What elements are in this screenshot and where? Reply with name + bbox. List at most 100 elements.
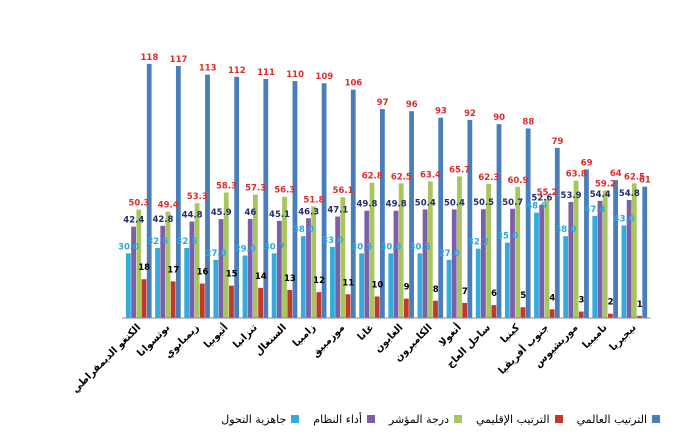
bar <box>422 209 428 318</box>
data-label: 5 <box>520 291 526 301</box>
data-label: 60.9 <box>507 176 528 186</box>
bar <box>403 298 409 318</box>
legend-item: أداء النظام <box>313 413 375 426</box>
bar <box>306 218 311 318</box>
bar <box>155 248 160 318</box>
bar <box>359 253 364 318</box>
bars-layer <box>126 63 648 319</box>
bar <box>563 236 569 318</box>
legend-item: الترتيب الإقليمي <box>476 413 563 426</box>
bar <box>335 216 341 318</box>
data-label: 50.4 <box>415 198 436 208</box>
data-label: 9 <box>404 283 410 293</box>
category-label: زامبيا <box>291 322 318 349</box>
data-label: 55.2 <box>537 188 558 198</box>
data-label: 6 <box>491 289 497 299</box>
legend-label: جاهزية التحول <box>221 412 287 426</box>
data-label: 32.2 <box>468 238 489 248</box>
bar <box>350 89 356 318</box>
bar <box>549 309 555 318</box>
bar <box>621 225 627 318</box>
data-label: 61 <box>639 176 651 186</box>
data-label: 50.5 <box>473 198 494 208</box>
data-label: 48.9 <box>526 202 547 212</box>
bar <box>388 253 394 318</box>
data-label: 50.3 <box>129 199 150 209</box>
data-label: 29.0 <box>235 245 256 255</box>
data-label: 46 <box>244 208 256 218</box>
bar <box>380 109 385 318</box>
bar <box>504 242 510 318</box>
data-label: 57.3 <box>245 184 266 194</box>
data-label: 62.8 <box>362 172 383 182</box>
category-label: جنوب أفريقيا <box>495 321 551 377</box>
data-label: 2 <box>608 298 614 308</box>
bar <box>247 218 253 318</box>
bar <box>340 197 346 318</box>
bar <box>194 203 200 318</box>
bar <box>584 169 589 318</box>
bar <box>213 259 219 318</box>
bar <box>475 248 481 318</box>
bar <box>417 253 423 318</box>
data-label: 112 <box>228 66 246 76</box>
bar <box>631 183 637 318</box>
data-label: 38.0 <box>555 225 576 235</box>
bar <box>602 190 608 318</box>
data-label: 14 <box>255 272 267 282</box>
category-label: تنزانيا <box>231 322 260 351</box>
data-label: 16 <box>197 268 209 278</box>
bar <box>427 181 433 318</box>
bar <box>544 199 550 318</box>
data-label: 109 <box>315 72 333 82</box>
data-label: 47.1 <box>327 206 348 216</box>
legend-item: الترتيب العالمي <box>577 413 660 426</box>
data-label: 11 <box>342 278 354 288</box>
bar <box>608 313 613 318</box>
data-label: 50.7 <box>502 198 523 208</box>
data-label: 7 <box>462 287 468 297</box>
bar <box>199 283 205 318</box>
bar <box>481 209 486 318</box>
data-label: 27.0 <box>206 249 227 259</box>
data-label: 63.8 <box>566 170 587 180</box>
data-label: 106 <box>345 79 363 89</box>
data-label: 59.2 <box>595 179 616 189</box>
data-label: 3 <box>578 296 584 306</box>
data-label: 90 <box>493 113 505 123</box>
bar <box>568 201 574 318</box>
bar <box>263 78 269 318</box>
data-label: 56.1 <box>333 186 354 196</box>
bar <box>321 83 327 318</box>
bar <box>642 186 648 318</box>
bar <box>364 210 370 318</box>
bar <box>136 209 142 318</box>
bar <box>446 259 452 318</box>
legend-swatch <box>291 415 300 423</box>
bar <box>573 180 579 318</box>
bar <box>292 81 298 318</box>
data-label: 1 <box>637 300 643 310</box>
data-label: 32.5 <box>147 237 168 247</box>
value-labels-layer: 30.042.450.31811832.542.849.41711732.544… <box>118 53 651 310</box>
bar <box>592 215 598 318</box>
data-label: 93 <box>435 107 447 117</box>
bar <box>539 204 545 318</box>
bar <box>258 287 263 318</box>
data-label: 30.0 <box>118 242 139 252</box>
data-label: 10 <box>371 280 383 290</box>
category-label: أنغولا <box>436 321 464 349</box>
legend-swatch <box>366 415 375 423</box>
data-label: 33.0 <box>322 236 343 246</box>
bar <box>316 292 322 318</box>
bar <box>515 186 521 318</box>
data-label: 54.4 <box>590 190 611 200</box>
data-label: 96 <box>406 100 418 110</box>
bar <box>409 111 414 318</box>
bar <box>330 246 335 318</box>
data-label: 51.8 <box>303 195 324 205</box>
data-label: 52.6 <box>531 194 552 204</box>
legend-swatch <box>554 415 563 423</box>
data-label: 56.3 <box>274 186 295 196</box>
